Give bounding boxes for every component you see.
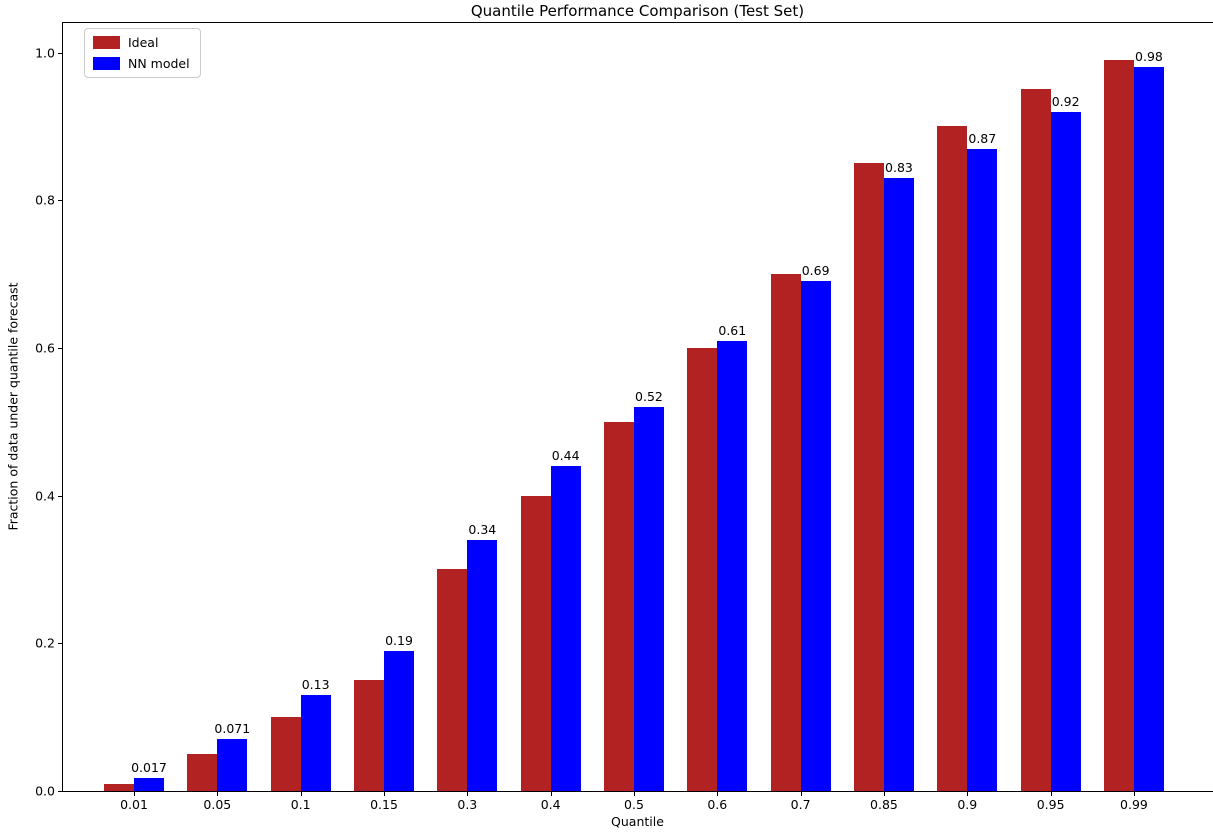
y-axis-tick — [58, 643, 62, 645]
y-tick-label: 0.8 — [35, 192, 55, 208]
bar-ideal — [437, 569, 468, 791]
y-axis-tick — [58, 347, 62, 349]
bar-value-label: 0.44 — [551, 448, 580, 464]
x-axis-tick — [217, 792, 219, 796]
y-axis-tick — [58, 791, 62, 792]
bar-ideal — [1020, 89, 1051, 791]
bar-value-label: 0.071 — [214, 720, 251, 736]
bar-nn-model — [383, 650, 414, 791]
x-tick-label: 0.9 — [957, 797, 978, 812]
bar-nn-model — [134, 778, 164, 791]
x-tick-label: 0.95 — [1036, 797, 1065, 812]
y-axis-tick — [58, 200, 62, 202]
x-axis-tick — [134, 792, 135, 796]
bar-ideal — [270, 717, 301, 791]
x-tick-label: 0.6 — [707, 797, 728, 812]
y-axis-tick — [58, 52, 62, 54]
x-axis-tick — [633, 792, 635, 796]
bar-nn-model — [1133, 67, 1164, 791]
bar-nn-model — [550, 466, 581, 791]
bar-ideal — [353, 680, 384, 791]
x-axis-label: Quantile — [611, 814, 664, 829]
legend: Ideal NN model — [84, 28, 201, 78]
bar-ideal — [520, 495, 551, 791]
bar-nn-model — [1050, 111, 1081, 791]
bar-ideal — [937, 126, 968, 791]
bar-nn-model — [800, 281, 831, 791]
y-tick-label: 0.6 — [35, 340, 55, 356]
x-axis-tick — [467, 792, 469, 796]
y-axis-tick — [58, 495, 62, 497]
bar-nn-model — [717, 340, 748, 791]
x-tick-label: 0.05 — [203, 797, 232, 812]
chart-title: Quantile Performance Comparison (Test Se… — [470, 2, 805, 20]
bar-value-label: 0.69 — [801, 263, 830, 279]
x-tick-label: 0.99 — [1120, 797, 1148, 812]
x-tick-label: 0.7 — [790, 797, 811, 812]
bar-ideal — [187, 754, 218, 791]
legend-label-ideal: Ideal — [128, 35, 159, 50]
x-axis-tick — [1133, 792, 1135, 796]
bar-nn-model — [467, 539, 498, 791]
x-tick-label: 0.3 — [457, 797, 478, 812]
x-tick-label: 0.85 — [870, 797, 898, 812]
y-tick-label: 1.0 — [35, 45, 55, 61]
bar-ideal — [853, 163, 884, 791]
x-tick-label: 0.15 — [370, 797, 398, 812]
x-axis-tick — [717, 792, 719, 796]
x-axis-tick — [883, 792, 885, 796]
bar-value-label: 0.83 — [885, 160, 913, 176]
x-axis-tick — [383, 792, 385, 796]
bar-ideal — [687, 347, 718, 791]
bar-value-label: 0.98 — [1135, 49, 1163, 65]
bar-value-label: 0.52 — [635, 389, 663, 404]
bar-ideal — [603, 421, 634, 791]
bar-value-label: 0.13 — [301, 677, 330, 692]
bar-nn-model — [300, 695, 331, 791]
legend-item-nn-model: NN model — [93, 56, 190, 71]
legend-swatch-nn-model — [93, 57, 120, 70]
bar-nn-model — [967, 148, 998, 791]
bar-ideal — [770, 274, 801, 791]
legend-swatch-ideal — [93, 36, 120, 49]
x-axis-tick — [550, 792, 552, 796]
bar-nn-model — [883, 178, 914, 791]
bar-value-label: 0.017 — [131, 760, 167, 776]
y-tick-label: 0.0 — [35, 783, 55, 799]
bar-nn-model — [217, 738, 248, 791]
x-tick-label: 0.01 — [120, 797, 148, 812]
x-tick-label: 0.4 — [540, 797, 561, 812]
bar-value-label: 0.34 — [468, 521, 497, 537]
x-axis-tick — [967, 792, 969, 796]
y-tick-label: 0.4 — [35, 488, 55, 504]
x-axis-tick — [300, 792, 302, 796]
bar-nn-model — [633, 407, 664, 791]
legend-label-nn-model: NN model — [128, 56, 190, 71]
bar-ideal — [1103, 59, 1134, 791]
bar-ideal — [104, 783, 134, 791]
y-axis-label-container: Fraction of data under quantile forecast — [0, 22, 26, 790]
plot-area: 0.017 0.01 0.071 0.05 0.13 0.1 0.19 0.15 0.34 0.3… — [35, 22, 1213, 812]
y-tick-label: 0.2 — [35, 635, 55, 651]
bar-value-label: 0.87 — [968, 130, 997, 146]
x-tick-label: 0.5 — [624, 797, 644, 812]
bar-value-label: 0.61 — [718, 322, 747, 338]
x-axis-tick — [800, 792, 802, 796]
x-axis-tick — [1050, 792, 1052, 796]
legend-item-ideal: Ideal — [93, 35, 190, 50]
bar-value-label: 0.92 — [1051, 93, 1080, 109]
bar-value-label: 0.19 — [385, 632, 413, 648]
x-tick-label: 0.1 — [290, 797, 311, 812]
